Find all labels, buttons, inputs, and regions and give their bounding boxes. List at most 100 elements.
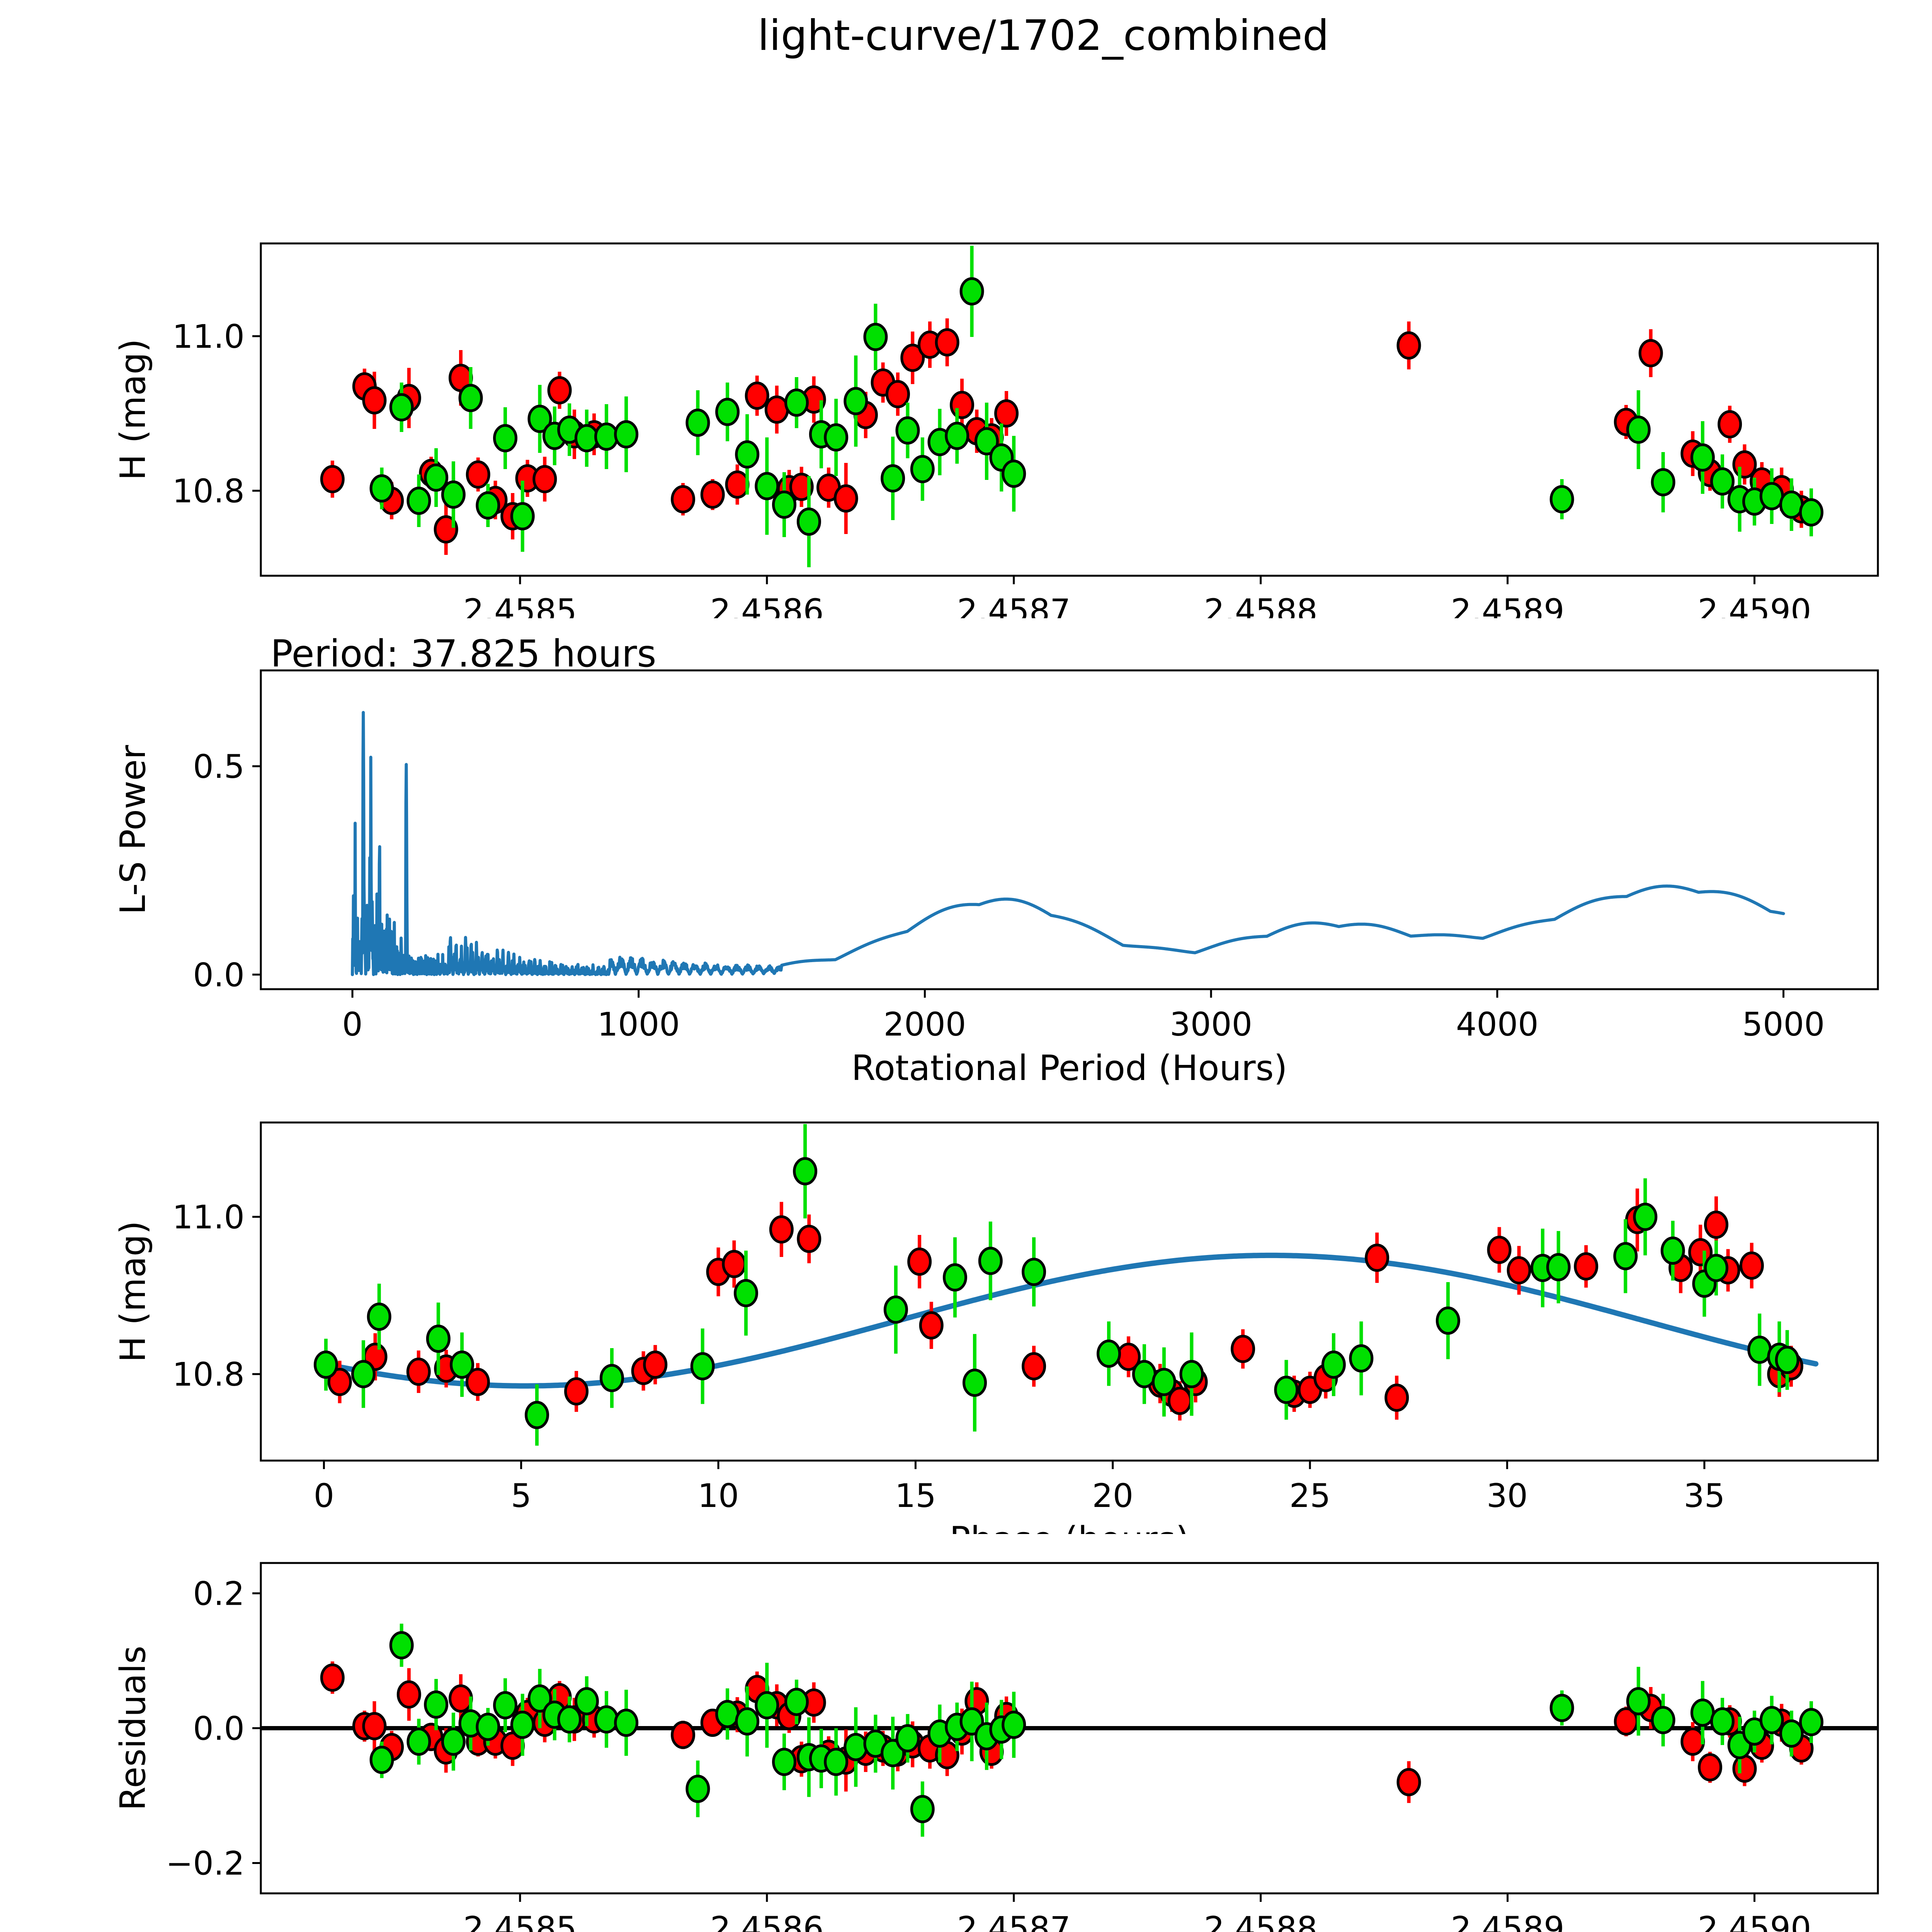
data-point [685,1775,710,1803]
data-point [493,424,518,452]
y-tick-label: 0.5 [193,748,245,786]
data-point [1179,1360,1204,1388]
data-point [690,1352,715,1381]
x-tick-label: 2.4586 [710,1910,824,1932]
data-point [919,1311,944,1340]
data-point [1759,1706,1784,1735]
data-point [735,440,760,469]
data-point [755,1691,779,1719]
data-point [1690,1698,1715,1727]
x-tick-label: 20 [1092,1477,1133,1515]
series-g [369,1624,1823,1837]
data-point [715,1700,740,1728]
x-axis-label: Rotational Period (Hours) [851,1048,1287,1088]
data-point [1349,1344,1374,1372]
data-point [725,470,750,499]
data-point [1704,1211,1728,1239]
data-point [1759,482,1784,510]
data-point [844,387,868,415]
plot-frame [260,1121,1879,1462]
panel-lightcurve: 2.4585 2.4586 2.4587 2.4588 2.4589 2.4590 11.0… [113,242,1879,618]
data-point [735,1707,760,1736]
data-point [1710,467,1735,496]
periodogram-line [351,711,1785,976]
x-tick-label: 3000 [1170,1005,1252,1043]
data-point [465,1368,490,1396]
data-point [900,344,925,372]
data-point [764,395,789,424]
data-point [671,485,696,514]
data-point [1546,1253,1571,1281]
data-point [974,427,999,456]
series-g [313,1124,1799,1446]
data-point [1747,1335,1772,1364]
y-tick-label: 10.8 [172,1355,245,1393]
data-point [963,1369,987,1397]
figure-title: light-curve/1702_combined [757,12,1329,60]
data-point [1626,415,1651,444]
y-tick-label: 0.2 [193,1575,245,1613]
panel-residuals: 2.4585 2.4586 2.4587 2.4588 2.4589 2.4590 0.2 0… [113,1562,1879,1932]
data-point [789,473,814,501]
data-point [1365,1243,1389,1272]
x-tick-label: 0 [342,1005,362,1043]
y-tick-label: 10.8 [172,472,245,510]
data-point [1231,1335,1255,1363]
data-point [895,1724,920,1753]
data-point [510,1711,535,1739]
data-point [945,422,969,450]
data-point [424,1690,449,1719]
x-tick-label: 2000 [884,1005,966,1043]
data-point [466,460,490,489]
x-tick-label: 0 [314,1477,334,1515]
data-point [942,1263,967,1292]
data-point [426,1325,451,1353]
x-tick-label: 2.4590 [1698,592,1811,618]
data-point [1435,1306,1460,1335]
data-point [449,1684,473,1713]
data-point [796,507,821,536]
data-point [557,1705,582,1734]
y-axis-label: H (mag) [113,1221,153,1362]
data-point [885,380,910,408]
data-point [1097,1339,1121,1368]
data-point [685,408,710,437]
period-annotation: Period: 37.825 hours [270,634,656,675]
plot-frame [260,669,1879,990]
y-tick-label: 11.0 [172,1198,245,1236]
data-point [1626,1687,1651,1716]
data-point [406,1357,431,1386]
data-point [574,1687,599,1716]
data-point [1396,331,1421,360]
data-point [1574,1252,1599,1281]
x-tick-label: 5 [511,1477,531,1515]
y-axis-label: L-S Power [113,745,153,915]
data-point [1799,498,1823,527]
data-point [351,1360,376,1388]
data-point [1739,1251,1764,1280]
data-point [441,1727,466,1756]
data-point [1396,1768,1421,1796]
data-point [527,405,552,433]
data-point [910,1795,935,1823]
data-point [769,1215,794,1244]
data-point [599,1364,624,1392]
data-point [1651,468,1675,497]
x-tick-label: 2.4589 [1451,592,1565,618]
x-tick-label: 2.4588 [1204,1910,1318,1932]
data-point [1680,1727,1705,1756]
data-point [772,1748,797,1776]
x-tick-label: 2.4590 [1698,1910,1811,1932]
data-point [1633,1202,1658,1231]
data-point [895,416,920,445]
data-point [745,381,769,410]
data-point [1651,1706,1675,1735]
data-point [824,423,849,452]
data-point [1274,1376,1299,1404]
data-point [1698,1753,1723,1782]
data-point [406,486,431,515]
data-point [476,491,500,520]
data-point [327,1368,352,1396]
plot-frame [260,242,1879,577]
x-tick-label: 35 [1684,1477,1725,1515]
